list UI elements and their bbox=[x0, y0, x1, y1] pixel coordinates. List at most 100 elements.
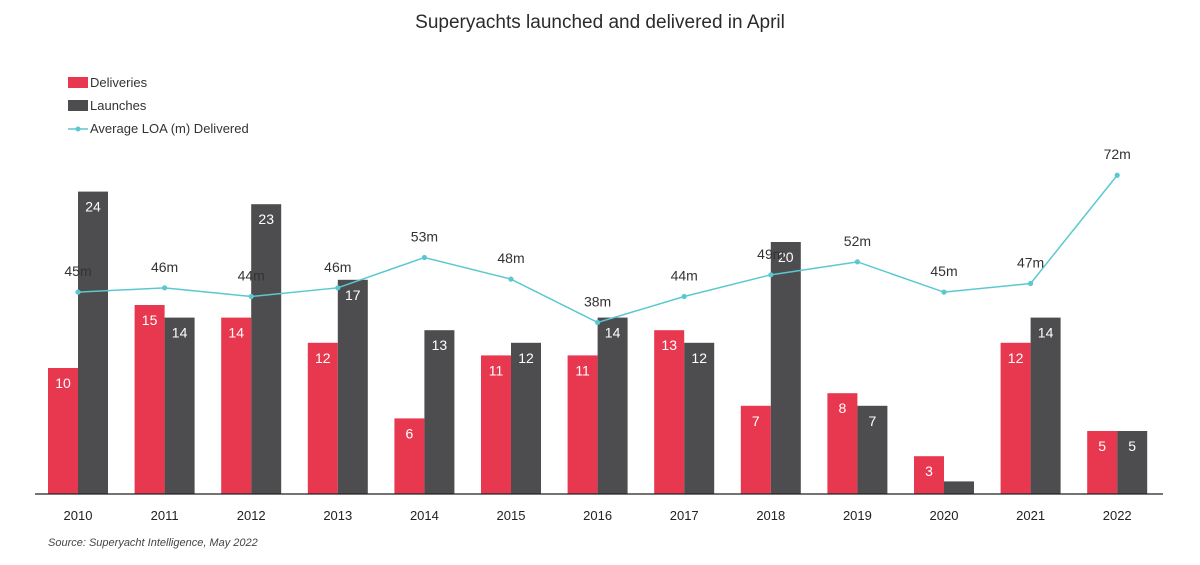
legend-swatch-loa-marker bbox=[75, 126, 81, 132]
bar-label-deliveries-2016: 11 bbox=[575, 362, 590, 378]
bar-deliveries-2019 bbox=[827, 393, 858, 494]
loa-point-2021 bbox=[1028, 280, 1034, 287]
loa-label-2010: 45m bbox=[64, 263, 91, 279]
bar-label-deliveries-2013: 12 bbox=[315, 350, 331, 366]
loa-label-2012: 44m bbox=[238, 267, 265, 283]
legend-label-launches: Launches bbox=[90, 98, 147, 113]
bar-deliveries-2018 bbox=[740, 405, 771, 494]
legend-swatch-launches bbox=[68, 100, 88, 111]
loa-point-2012 bbox=[248, 293, 254, 300]
bar-label-deliveries-2018: 7 bbox=[752, 413, 760, 429]
loa-point-2011 bbox=[162, 285, 168, 291]
x-tick-2021: 2021 bbox=[1016, 508, 1045, 523]
loa-label-2013: 46m bbox=[324, 259, 351, 275]
bar-launches-2011 bbox=[164, 317, 195, 494]
bar-deliveries-2021 bbox=[1000, 342, 1031, 494]
legend-label-deliveries: Deliveries bbox=[90, 75, 148, 90]
loa-point-2010 bbox=[75, 289, 81, 295]
loa-point-2015 bbox=[508, 276, 514, 282]
bar-deliveries-2013 bbox=[307, 342, 338, 494]
bar-deliveries-2022 bbox=[1087, 431, 1118, 494]
chart-title: Superyachts launched and delivered in Ap… bbox=[415, 12, 785, 33]
legend-label-loa: Average LOA (m) Delivered bbox=[90, 121, 249, 136]
legend-swatch-deliveries bbox=[68, 77, 88, 88]
legend: Deliveries Launches Average LOA (m) Deli… bbox=[68, 75, 249, 136]
bar-deliveries-2010 bbox=[48, 368, 78, 494]
loa-point-2020 bbox=[941, 289, 947, 295]
source-note: Source: Superyacht Intelligence, May 202… bbox=[48, 537, 258, 549]
loa-label-2014: 53m bbox=[411, 229, 438, 245]
loa-point-2017 bbox=[681, 293, 687, 300]
x-tick-2014: 2014 bbox=[410, 508, 439, 523]
bar-label-deliveries-2014: 6 bbox=[406, 425, 414, 441]
loa-label-2022: 72m bbox=[1104, 146, 1131, 162]
bar-launches-2012 bbox=[251, 204, 282, 494]
x-tick-2011: 2011 bbox=[151, 508, 179, 523]
loa-label-2018: 49m bbox=[757, 246, 784, 262]
loa-point-2019 bbox=[854, 259, 861, 265]
bar-label-launches-2010: 24 bbox=[85, 199, 101, 215]
x-tick-2019: 2019 bbox=[843, 508, 872, 523]
loa-label-2016: 38m bbox=[584, 293, 611, 309]
bar-label-launches-2019: 7 bbox=[869, 413, 877, 429]
loa-label-2017: 44m bbox=[671, 267, 698, 283]
loa-line-layer bbox=[75, 172, 1120, 326]
x-tick-labels: 2010 2011 2012 2013 2014 2015 2016 2017 2018 2019… bbox=[64, 508, 1132, 523]
bar-launches-2015 bbox=[511, 342, 541, 494]
loa-label-2011: 46m bbox=[151, 259, 178, 275]
x-tick-2012: 2012 bbox=[237, 508, 266, 523]
bar-label-deliveries-2019: 8 bbox=[839, 400, 847, 416]
bar-launches-2019 bbox=[857, 405, 888, 494]
loa-point-2022 bbox=[1114, 172, 1120, 178]
bar-launches-2020 bbox=[944, 481, 974, 494]
x-tick-2016: 2016 bbox=[583, 508, 612, 523]
bar-launches-2018 bbox=[770, 242, 801, 494]
bar-label-launches-2011: 14 bbox=[172, 325, 188, 341]
bar-label-launches-2015: 12 bbox=[518, 350, 534, 366]
x-tick-2022: 2022 bbox=[1103, 508, 1132, 523]
loa-point-2014 bbox=[421, 254, 427, 261]
bar-deliveries-2011 bbox=[134, 305, 165, 494]
bar-launches-2010 bbox=[78, 191, 108, 494]
bar-label-launches-2012: 23 bbox=[258, 211, 274, 227]
bar-deliveries-2020 bbox=[914, 456, 944, 494]
bar-label-launches-2016: 14 bbox=[605, 325, 621, 341]
bar-deliveries-2015 bbox=[481, 355, 511, 494]
bar-label-deliveries-2011: 15 bbox=[142, 312, 158, 328]
bar-deliveries-2014 bbox=[394, 418, 425, 494]
bar-label-deliveries-2012: 14 bbox=[228, 325, 244, 341]
loa-label-2020: 45m bbox=[930, 263, 957, 279]
bar-label-launches-2013: 17 bbox=[345, 287, 361, 303]
bar-launches-2016 bbox=[597, 317, 628, 494]
x-tick-2018: 2018 bbox=[756, 508, 785, 523]
bar-label-deliveries-2021: 12 bbox=[1008, 350, 1024, 366]
labels-layer: 10 24 15 14 14 23 12 17 6 13 11 12 11 14 13 12 7 20 8 7 3 12 1… bbox=[55, 146, 1136, 479]
x-tick-2013: 2013 bbox=[323, 508, 352, 523]
loa-label-2015: 48m bbox=[497, 250, 524, 266]
bar-label-launches-2021: 14 bbox=[1038, 325, 1054, 341]
bar-launches-2014 bbox=[424, 330, 455, 494]
bar-launches-2022 bbox=[1117, 431, 1148, 494]
loa-point-2016 bbox=[595, 319, 601, 326]
bar-label-launches-2022: 5 bbox=[1128, 438, 1136, 454]
bar-launches-2017 bbox=[684, 342, 715, 494]
bar-launches-2013 bbox=[337, 279, 368, 494]
x-tick-2017: 2017 bbox=[670, 508, 699, 523]
x-tick-2020: 2020 bbox=[930, 508, 959, 523]
bar-deliveries-2016 bbox=[567, 355, 598, 494]
bar-label-deliveries-2022: 5 bbox=[1098, 438, 1106, 454]
bar-launches-2021 bbox=[1030, 317, 1061, 494]
bar-label-launches-2018: 20 bbox=[778, 249, 794, 265]
bar-label-deliveries-2015: 11 bbox=[489, 362, 504, 378]
bar-label-deliveries-2010: 10 bbox=[55, 375, 71, 391]
bar-label-deliveries-2017: 13 bbox=[661, 337, 677, 353]
loa-point-2013 bbox=[335, 285, 341, 291]
loa-label-2021: 47m bbox=[1017, 254, 1044, 270]
loa-label-2019: 52m bbox=[844, 233, 871, 249]
bar-label-launches-2017: 12 bbox=[691, 350, 707, 366]
x-tick-2010: 2010 bbox=[64, 508, 93, 523]
x-tick-2015: 2015 bbox=[497, 508, 526, 523]
bars-layer bbox=[48, 191, 1148, 494]
